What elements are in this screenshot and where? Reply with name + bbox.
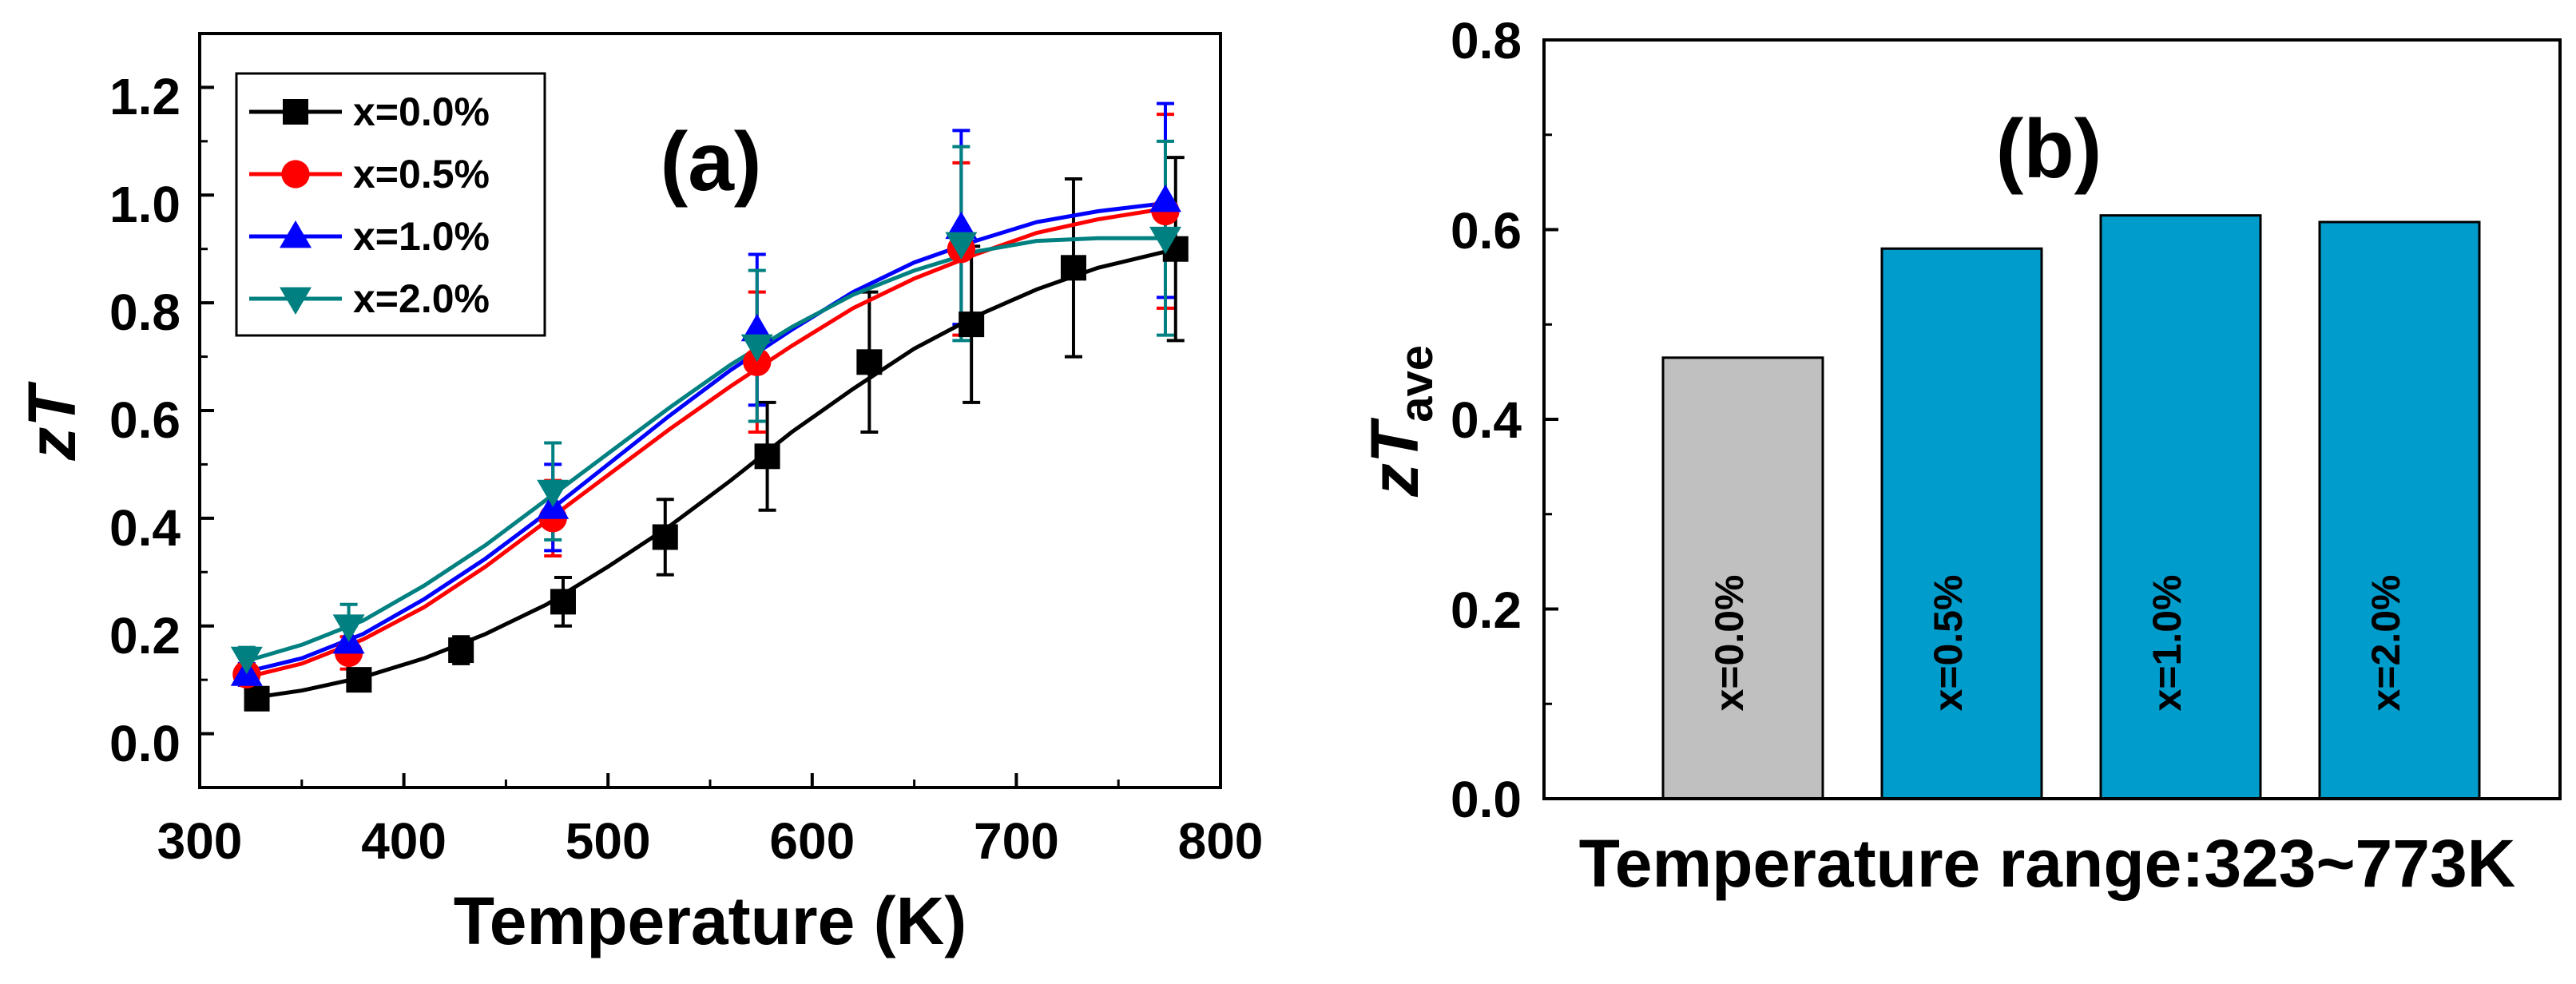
data-point-series-0: [346, 667, 372, 693]
legend-sample-marker: [280, 220, 312, 248]
panel-a-x-tick-label: 600: [769, 812, 855, 870]
fit-curve-series-0: [246, 249, 1166, 701]
legend-label-x10: x=1.0%: [353, 214, 490, 259]
panel-a-markers: [230, 184, 1189, 712]
panel-a-x-axis-title: Temperature (K): [454, 883, 967, 958]
panel-b-y-tick-label: 0.0: [1451, 771, 1522, 828]
bar-2: [2099, 214, 2262, 800]
svg-text:zTave: zTave: [1357, 345, 1443, 498]
panel-a-x-tick-label: 500: [566, 812, 651, 870]
data-point-series-0: [959, 311, 985, 338]
panel-a-y-tick-label: 1.0: [109, 176, 181, 233]
panel-b-bars: [1661, 214, 2481, 800]
panel-b-plot-frame: [1542, 38, 2562, 800]
bar-label-x10: x=1.0%: [2145, 575, 2189, 712]
panel-b-label: (b): [1996, 103, 2102, 196]
panel-a-x-tick-label: 800: [1178, 812, 1264, 870]
panel-b-y-axis-title: zTave: [1357, 345, 1443, 498]
bar-3: [2318, 220, 2481, 800]
panel-b-y-tick-label: 0.8: [1451, 12, 1522, 69]
legend: x=0.0% x=0.5% x=1.0% x=2.0%: [235, 72, 546, 337]
panel-b-y-tick-label: 0.4: [1451, 391, 1522, 449]
panel-b-y-tick-label: 0.2: [1451, 581, 1522, 639]
data-point-series-1: [743, 347, 772, 376]
data-point-series-0: [754, 443, 780, 470]
data-point-series-2: [740, 313, 773, 342]
legend-sample-marker: [281, 160, 310, 188]
legend-sample-marker: [283, 99, 308, 125]
data-point-series-0: [244, 685, 270, 712]
data-point-series-0: [856, 349, 883, 375]
panel-a-y-tick-label: 1.2: [109, 68, 181, 125]
fit-curve-series-1: [246, 206, 1166, 680]
panel-b-y-axis-title-main: zT: [1357, 417, 1432, 498]
panel-b-x-axis-title: Temperature range:323~773K: [1579, 826, 2516, 901]
panel-b-ticks: [1544, 38, 1558, 800]
data-point-series-3: [230, 646, 263, 675]
data-point-series-0: [1060, 255, 1086, 281]
data-point-series-3: [332, 614, 365, 642]
panel-b-y-axis-title-sub: ave: [1391, 345, 1443, 423]
bar-label-x05: x=0.5%: [1926, 575, 1971, 712]
legend-sample-marker: [280, 287, 312, 315]
data-point-series-3: [1149, 226, 1181, 255]
panel-a-x-tick-label: 400: [361, 812, 447, 870]
panel-b-bar-chart: (b) Temperature range:323~773K zTave 0.0…: [1357, 12, 2562, 901]
data-point-series-0: [550, 589, 576, 615]
bar-0: [1661, 356, 1824, 800]
panel-a-y-tick-label: 0.0: [109, 715, 181, 772]
panel-a-y-tick-label: 0.2: [109, 607, 181, 665]
data-point-series-0: [652, 524, 678, 550]
panel-a-y-axis-title: zT: [14, 381, 89, 462]
data-point-series-3: [537, 479, 570, 508]
legend-label-x05: x=0.5%: [353, 152, 490, 196]
panel-a-plot-frame: [198, 32, 1222, 789]
panel-a-x-tick-label: 300: [157, 812, 243, 870]
panel-a-fit-curves: [246, 200, 1166, 701]
data-point-series-3: [740, 334, 773, 363]
legend-label-x20: x=2.0%: [353, 276, 490, 321]
bar-label-x20: x=2.0%: [2364, 575, 2408, 712]
panel-a-y-tick-label: 0.4: [109, 499, 181, 557]
legend-samples: [249, 99, 342, 315]
bar-1: [1880, 247, 2043, 800]
panel-a-x-tick-label: 700: [974, 812, 1059, 870]
panel-b-y-tick-label: 0.6: [1451, 202, 1522, 260]
panel-a-label: (a): [660, 116, 761, 208]
panel-a-y-tick-label: 0.6: [109, 391, 181, 449]
data-point-series-2: [945, 211, 978, 240]
legend-label-x0: x=0.0%: [353, 89, 490, 134]
data-point-series-3: [945, 232, 978, 260]
panel-a-y-tick-label: 0.8: [109, 284, 181, 341]
data-point-series-2: [1149, 184, 1181, 212]
data-point-series-0: [448, 637, 474, 664]
fit-curve-series-2: [246, 200, 1166, 674]
bar-label-x0: x=0.0%: [1707, 575, 1752, 712]
panel-a-line-chart: (a) Temperature (K) zT x=0.0% x=0.5% x=1…: [14, 32, 1264, 958]
fit-curve-series-3: [246, 236, 1165, 663]
